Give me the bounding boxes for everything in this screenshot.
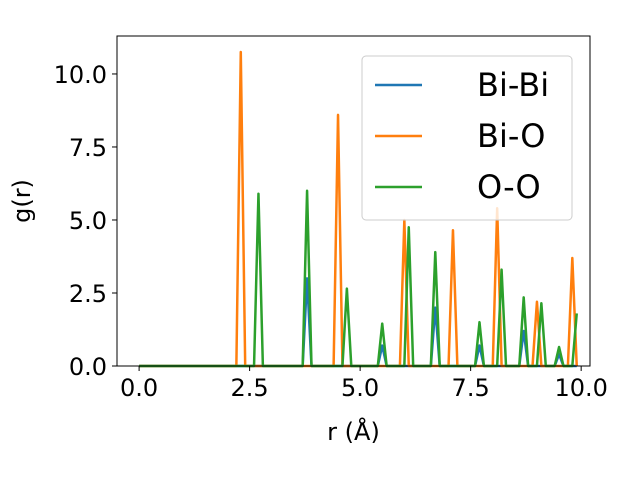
legend-label: O-O: [477, 168, 541, 206]
x-tick-label: 10.0: [554, 374, 607, 402]
y-tick-label: 0.0: [69, 353, 107, 381]
legend-label: Bi-O: [477, 117, 545, 155]
x-axis-label: r (Å): [327, 417, 380, 446]
x-tick-label: 2.5: [231, 374, 269, 402]
legend-items: Bi-Bi Bi-O O-O: [375, 66, 549, 206]
x-tick-label: 5.0: [341, 374, 379, 402]
y-tick-label: 7.5: [69, 134, 107, 162]
x-tick-label: 0.0: [120, 374, 158, 402]
legend-box: [361, 55, 573, 221]
x-tick-label: 7.5: [452, 374, 490, 402]
x-axis: 0.0 2.5 5.0 7.5 10.0: [120, 366, 608, 402]
y-tick-label: 2.5: [69, 280, 107, 308]
legend-label: Bi-Bi: [477, 66, 549, 104]
series-line-o-o: [139, 189, 578, 368]
y-tick-label: 10.0: [54, 61, 107, 89]
y-tick-label: 5.0: [69, 207, 107, 235]
legend: Bi-Bi Bi-O O-O: [361, 55, 573, 221]
y-axis-label: g(r): [8, 179, 36, 223]
y-axis: 0.0 2.5 5.0 7.5 10.0: [54, 61, 117, 381]
plot-frame: [116, 35, 591, 367]
series-line-bi-bi: [139, 277, 577, 368]
